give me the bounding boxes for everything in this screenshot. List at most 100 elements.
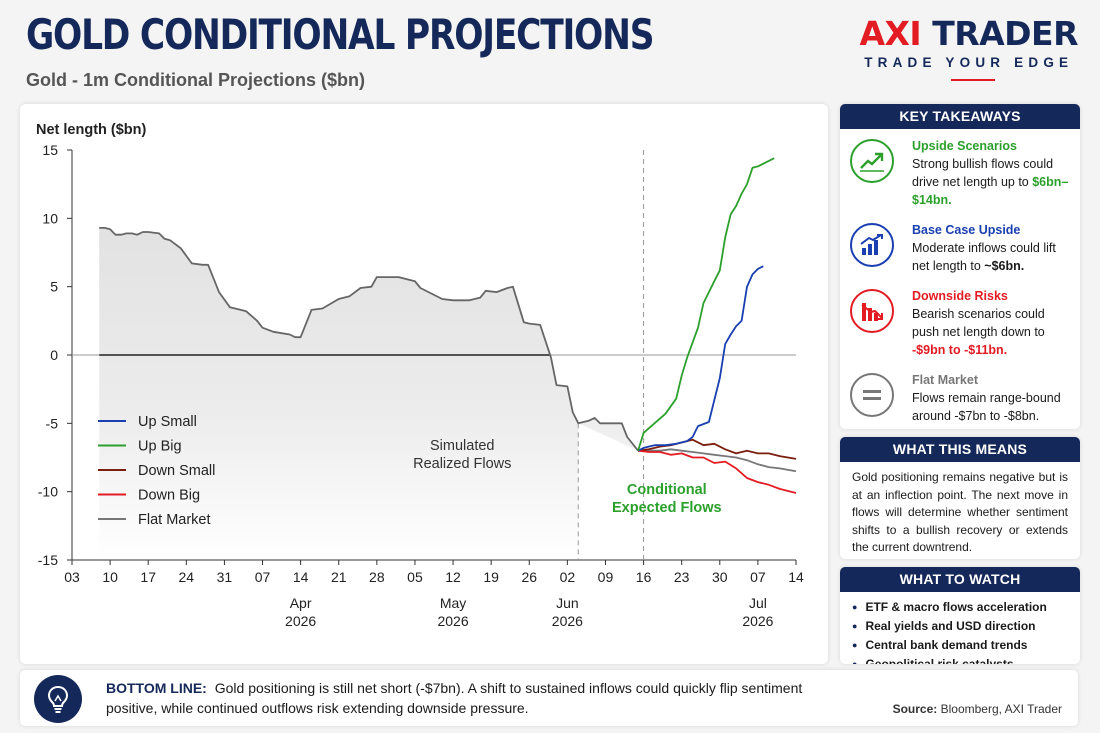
y-tick-label: -5 (46, 415, 59, 431)
x-tick-label: 26 (521, 569, 537, 585)
x-tick-label: 07 (255, 569, 271, 585)
logo-underline (951, 79, 996, 81)
bottom-line-label: BOTTOM LINE: (106, 680, 207, 696)
watch-item: ETF & macro flows acceleration (852, 598, 1068, 617)
series-line-up-big (637, 157, 775, 451)
logo-trader: TRADER (921, 14, 1078, 53)
legend-label: Up Big (138, 439, 182, 455)
takeaway-title: Downside Risks (912, 289, 1008, 303)
takeaway-item: Upside Scenarios Strong bullish flows co… (840, 129, 1080, 213)
what-this-means-box: WHAT THIS MEANS Gold positioning remains… (840, 437, 1080, 559)
y-tick-label: 10 (42, 210, 58, 226)
page-title: GOLD CONDITIONAL PROJECTIONS (26, 10, 655, 59)
what-to-watch-heading: WHAT TO WATCH (840, 567, 1080, 592)
x-tick-label: 10 (102, 569, 118, 585)
year-label: 2026 (437, 613, 468, 629)
what-this-means-heading: WHAT THIS MEANS (840, 437, 1080, 462)
takeaway-text: Bearish scenarios could push net length … (912, 307, 1045, 339)
y-tick-label: -15 (38, 552, 58, 568)
takeaway-title: Base Case Upside (912, 223, 1021, 237)
annotation-expected: Conditional (627, 482, 707, 498)
x-tick-label: 21 (331, 569, 347, 585)
takeaway-item: Flat Market Flows remain range-bound aro… (840, 363, 1080, 429)
x-tick-label: 03 (64, 569, 80, 585)
realized-area (99, 227, 639, 560)
y-tick-label: -10 (38, 484, 58, 500)
x-tick-label: 23 (674, 569, 690, 585)
watch-item: Central bank demand trends (852, 636, 1068, 655)
takeaway-text: Moderate inflows could lift net length t… (912, 241, 1056, 273)
series-line-down-small (637, 438, 797, 460)
takeaway-body: Upside Scenarios Strong bullish flows co… (912, 137, 1070, 209)
bar-chart-up-icon (850, 223, 894, 267)
takeaway-list: Upside Scenarios Strong bullish flows co… (840, 129, 1080, 429)
what-this-means-text: Gold positioning remains negative but is… (852, 470, 1068, 555)
lightbulb-icon (34, 675, 82, 723)
takeaway-title: Upside Scenarios (912, 139, 1017, 153)
logo-tagline: TRADE YOUR EDGE (864, 55, 1074, 70)
x-tick-label: 30 (712, 569, 728, 585)
watch-item: Geopolitical risk catalysts (852, 655, 1068, 664)
x-tick-label: 17 (140, 569, 156, 585)
takeaway-highlight: -$9bn to -$11bn. (912, 343, 1008, 357)
x-tick-label: 28 (369, 569, 385, 585)
takeaway-title: Flat Market (912, 373, 978, 387)
legend-label: Down Small (138, 463, 215, 479)
bottom-line-body: Gold positioning is still net short (-$7… (106, 680, 803, 716)
equals-icon (850, 373, 894, 417)
x-tick-label: 16 (636, 569, 652, 585)
y-tick-label: 15 (42, 142, 58, 158)
x-tick-label: 09 (598, 569, 614, 585)
takeaway-body: Base Case Upside Moderate inflows could … (912, 221, 1070, 275)
series-line-flat-market (638, 448, 797, 473)
x-tick-label: 12 (445, 569, 461, 585)
projection-chart: 15 10 5 0 -5 -10 -15 Net length ($bn) 03 10 17 24 31… (36, 122, 804, 629)
x-tick-label: 19 (483, 569, 499, 585)
year-label: 2026 (285, 613, 316, 629)
y-tick-label: 0 (50, 347, 58, 363)
watch-item: Real yields and USD direction (852, 617, 1068, 636)
takeaway-item: Base Case Upside Moderate inflows could … (840, 213, 1080, 279)
watch-list: ETF & macro flows acceleration Real yiel… (840, 592, 1080, 664)
logo-axi: AXI (859, 14, 922, 53)
logo-wordmark: AXI TRADER (859, 14, 1078, 53)
legend-label: Flat Market (138, 512, 211, 528)
y-axis-label: Net length ($bn) (36, 122, 147, 138)
year-label: 2026 (742, 613, 773, 629)
month-label: Jul (749, 595, 767, 611)
brand-logo: AXI TRADER TRADE YOUR EDGE (859, 14, 1078, 81)
takeaway-text: Flows remain range-bound around -$7bn to… (912, 391, 1061, 423)
annotation-realized-2: Realized Flows (413, 456, 511, 472)
annotation-realized: Simulated (430, 438, 494, 454)
legend-label: Down Big (138, 488, 200, 504)
x-tick-label: 14 (788, 569, 804, 585)
month-label: Apr (290, 595, 312, 611)
x-tick-label: 07 (750, 569, 766, 585)
takeaway-text: Strong bullish flows could drive net len… (912, 157, 1054, 189)
x-tick-label: 05 (407, 569, 423, 585)
takeaway-body: Flat Market Flows remain range-bound aro… (912, 371, 1070, 425)
x-tick-label: 14 (293, 569, 309, 585)
chart-card: 15 10 5 0 -5 -10 -15 Net length ($bn) 03 10 17 24 31… (20, 104, 828, 664)
series-line-down-big (637, 449, 797, 494)
x-tick-label: 24 (179, 569, 195, 585)
takeaway-highlight: $6bn–$14bn. (912, 175, 1069, 207)
what-to-watch-box: WHAT TO WATCH ETF & macro flows accelera… (840, 567, 1080, 664)
bar-chart-down-icon (850, 289, 894, 333)
takeaway-item: Downside Risks Bearish scenarios could p… (840, 279, 1080, 363)
year-label: 2026 (552, 613, 583, 629)
legend-label: Up Small (138, 414, 197, 430)
bottom-line-box: BOTTOM LINE: Gold positioning is still n… (20, 670, 1078, 726)
trend-up-icon (850, 139, 894, 183)
y-tick-label: 5 (50, 279, 58, 295)
month-label: May (440, 595, 466, 611)
takeaway-highlight: ~$6bn. (984, 259, 1025, 273)
annotation-expected-2: Expected Flows (612, 500, 722, 516)
realized-flows-line (99, 227, 639, 452)
page-subtitle: Gold - 1m Conditional Projections ($bn) (26, 70, 366, 90)
source-label: Source: (892, 702, 938, 716)
series-line-up-small (637, 265, 764, 452)
x-tick-label: 02 (560, 569, 576, 585)
takeaway-body: Downside Risks Bearish scenarios could p… (912, 287, 1070, 359)
